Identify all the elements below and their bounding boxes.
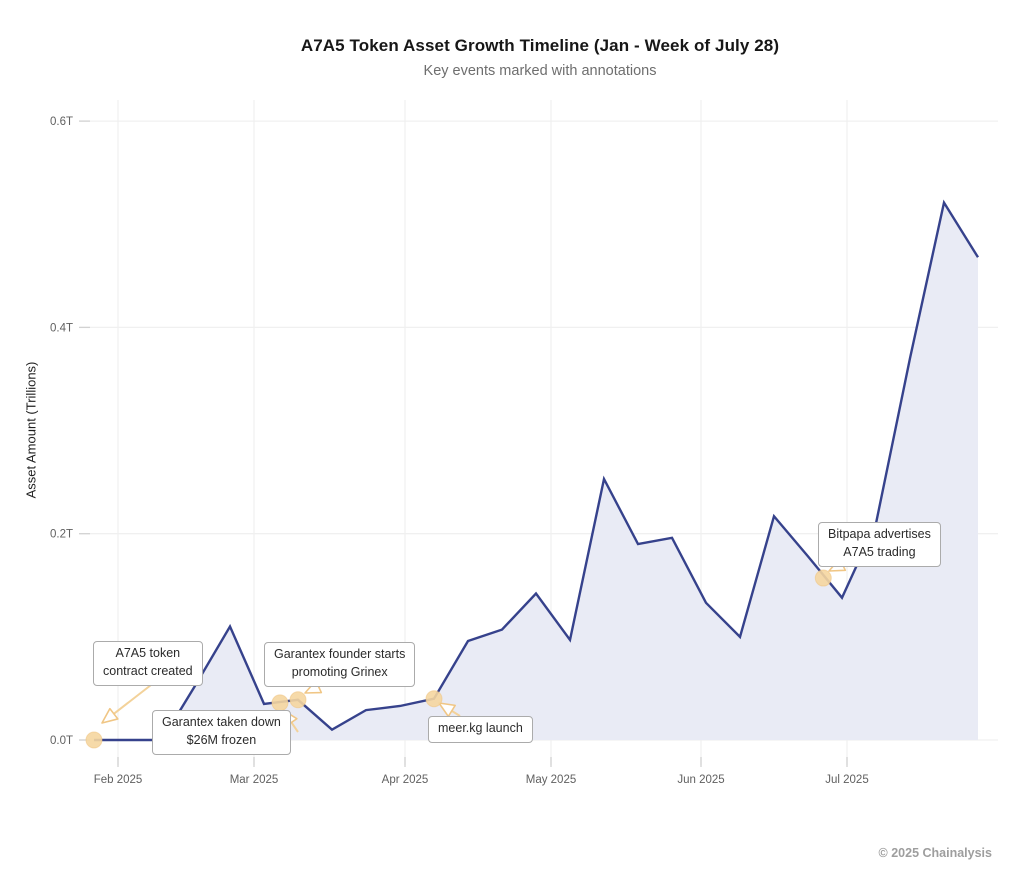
annotation-line: $26M frozen — [186, 732, 257, 747]
event-marker-dot — [85, 731, 103, 749]
annotation-garantex-taken-down: Garantex taken down $26M frozen — [152, 710, 291, 755]
annotation-line: Garantex founder starts — [274, 647, 406, 661]
annotation-arrow — [451, 710, 461, 717]
y-tick-label: 0.6T — [50, 116, 73, 128]
area-fill — [94, 202, 978, 741]
x-tick-label: Mar 2025 — [230, 774, 279, 786]
annotation-line: meer.kg launch — [438, 721, 523, 735]
trend-line — [94, 199, 980, 742]
annotation-a7a5-contract-created: A7A5 token contract created — [93, 641, 203, 686]
annotation-line: A7A5 token — [115, 646, 181, 660]
y-tick-label: 0.0T — [50, 735, 73, 747]
y-tick-label: 0.2T — [50, 529, 73, 541]
annotation-line: Bitpapa advertises — [828, 527, 931, 541]
annotation-line: A7A5 trading — [843, 544, 916, 559]
annotation-arrow — [290, 721, 299, 733]
copyright-chainalysis: © 2025 Chainalysis — [878, 846, 992, 860]
annotation-meerkg-launch: meer.kg launch — [428, 716, 533, 743]
x-tick-label: May 2025 — [526, 774, 577, 786]
x-tick-label: Jul 2025 — [825, 774, 868, 786]
event-marker-dot — [425, 690, 443, 708]
annotation-line: contract created — [103, 663, 193, 678]
y-axis-title: Asset Amount (Trillions) — [23, 361, 39, 499]
event-marker-dot — [814, 569, 832, 587]
event-marker-dot — [271, 694, 289, 712]
annotation-line: promoting Grinex — [291, 664, 388, 679]
x-tick-label: Apr 2025 — [382, 774, 429, 786]
x-tick-label: Feb 2025 — [94, 774, 143, 786]
annotation-bitpapa-advertises: Bitpapa advertises A7A5 trading — [818, 522, 941, 567]
y-tick-label: 0.4T — [50, 322, 73, 334]
annotation-garantex-founder-grinex: Garantex founder starts promoting Grinex — [264, 642, 416, 687]
chart-subtitle: Key events marked with annotations — [423, 63, 657, 79]
chart-title: A7A5 Token Asset Growth Timeline (Jan - … — [300, 36, 780, 55]
annotation-line: Garantex taken down — [162, 715, 281, 729]
annotation-arrowhead — [101, 707, 119, 724]
annotation-arrowhead — [438, 702, 456, 718]
x-tick-label: Jun 2025 — [677, 774, 724, 786]
event-marker-dot — [289, 691, 307, 709]
